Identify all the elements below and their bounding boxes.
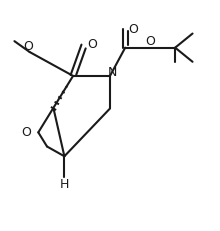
Text: O: O: [145, 35, 155, 48]
Text: O: O: [24, 40, 33, 53]
Text: H: H: [60, 178, 69, 191]
Text: O: O: [128, 23, 138, 36]
Text: O: O: [88, 38, 97, 51]
Text: O: O: [21, 125, 31, 138]
Text: N: N: [108, 66, 117, 79]
